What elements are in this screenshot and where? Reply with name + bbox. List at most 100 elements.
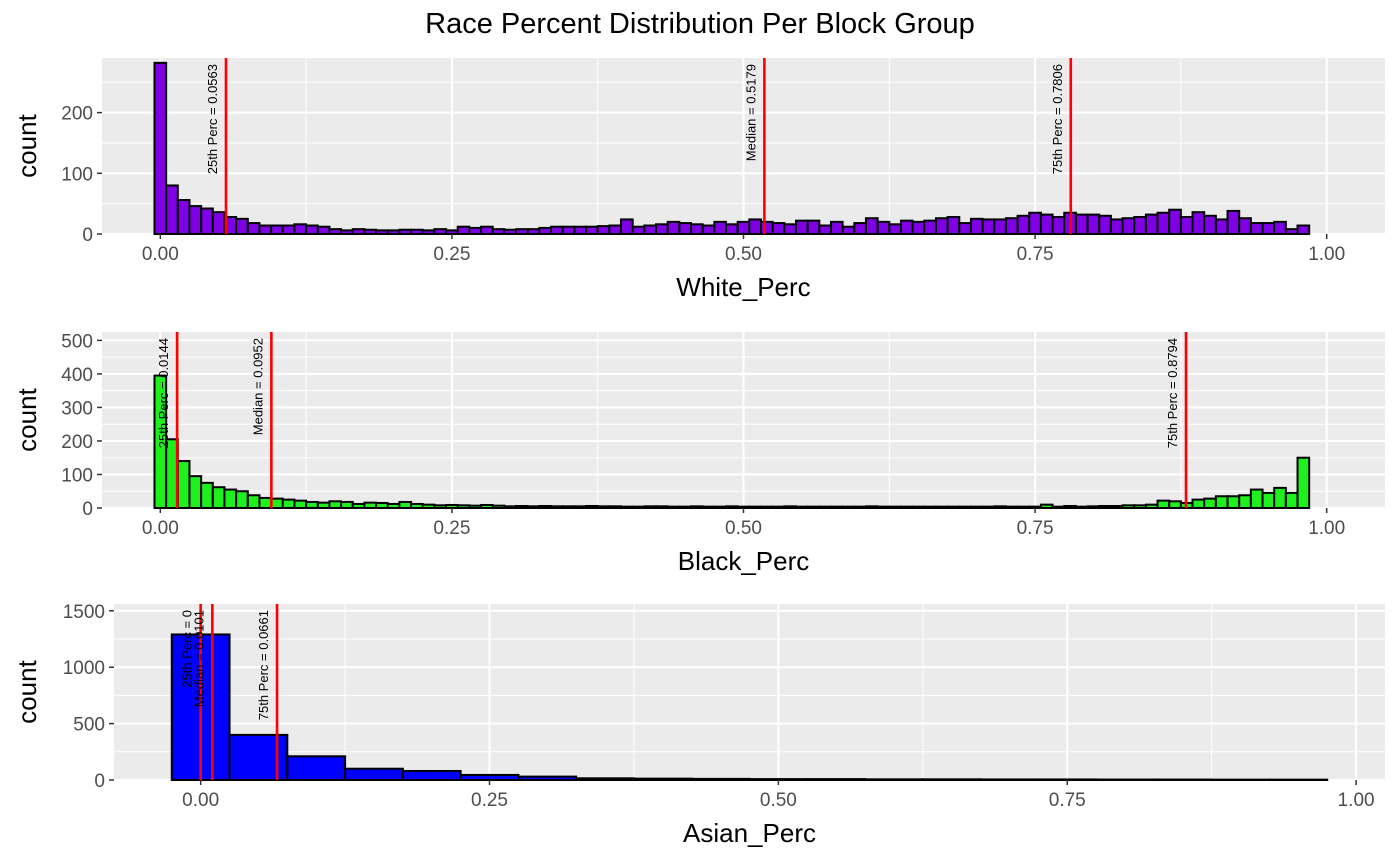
white-histogram-bar [899, 219, 914, 235]
asian-histogram-bar [1037, 778, 1098, 782]
white-x-tick-label: 0.25 [433, 244, 470, 265]
white-histogram-bar [876, 220, 891, 236]
asian-histogram-bar [228, 733, 289, 781]
white-histogram-bar [503, 228, 518, 235]
white-histogram-bar [993, 218, 1007, 235]
white-histogram-bar [270, 224, 284, 235]
white-histogram-bar [923, 219, 937, 235]
black-histogram-bar [678, 505, 693, 510]
white-histogram-bar [1284, 228, 1299, 235]
white-histogram-bar [853, 222, 867, 236]
black-histogram-bar [794, 505, 809, 510]
white-histogram-bar [643, 224, 658, 235]
asian-histogram-bar [979, 778, 1040, 782]
black-histogram-bar [1086, 505, 1101, 510]
white-histogram-bar [1074, 213, 1089, 236]
asian-histogram-bar [517, 775, 578, 781]
black-histogram-bar [526, 505, 541, 510]
white-histogram-bar [1109, 218, 1124, 235]
white-histogram-bar [456, 225, 471, 235]
black-histogram-bar [1109, 504, 1124, 510]
asian-histogram-bar [344, 767, 404, 782]
black-histogram-bar [1249, 488, 1264, 509]
asian-percentile-label: 75th Perc = 0.0661 [256, 610, 271, 720]
white-histogram-bar [211, 211, 226, 235]
white-histogram-bar [748, 218, 762, 235]
black-histogram-bar [1074, 505, 1089, 510]
white-histogram-bar [1121, 217, 1136, 235]
white-histogram-bar [1179, 216, 1194, 235]
white-histogram-bar [678, 222, 693, 236]
black-histogram-bar [270, 497, 284, 510]
white-histogram-bar [176, 199, 191, 235]
white-histogram-bar [1144, 213, 1159, 236]
white-histogram-bar [573, 225, 588, 235]
black-histogram-bar [1144, 503, 1159, 509]
white-histogram-bar [771, 222, 786, 236]
white-histogram-bar [410, 228, 424, 235]
black-x-tick-label: 1.00 [1308, 518, 1345, 539]
black-histogram-bar [188, 475, 203, 509]
black-histogram-bar [340, 500, 354, 510]
white-histogram-bar [806, 219, 821, 235]
asian-x-tick-label: 0.00 [182, 790, 219, 811]
panels: 25th Perc = 0.0563 Median = 0.5179 75th Pe… [12, 58, 1385, 848]
white-histogram-bar [690, 223, 704, 236]
black-histogram-bar [806, 505, 821, 510]
black-histogram-bar [818, 505, 832, 510]
white-histogram-bar [783, 223, 797, 236]
white-histogram-bar [1296, 224, 1311, 235]
black-y-tick-label: 0 [82, 499, 93, 520]
white-y-tick-label: 0 [82, 225, 93, 246]
black-x-tick-label: 0.50 [725, 518, 762, 539]
black-histogram-bar [468, 504, 483, 509]
black-y-tick-label: 300 [61, 398, 93, 419]
white-histogram-bar [829, 220, 844, 236]
white-y-tick-label: 200 [61, 104, 93, 125]
black-percentile-label: 25th Perc = 0.0144 [156, 338, 171, 448]
black-histogram-bar [1121, 504, 1136, 509]
black-histogram-bar [1156, 499, 1171, 509]
black-histogram-bar [608, 505, 623, 510]
black-y-tick-label: 100 [61, 465, 93, 486]
asian-x-tick-label: 0.75 [1049, 790, 1086, 811]
black-histogram-bar [386, 502, 401, 509]
black-histogram-bar [981, 505, 996, 510]
asian-histogram-bar [921, 778, 982, 781]
black-y-tick-label: 200 [61, 432, 93, 453]
white-histogram-bar [1051, 216, 1066, 235]
black-x-tick-label: 0.25 [433, 518, 470, 539]
black-histogram-bar [690, 505, 704, 510]
white-y-tick-label: 100 [61, 164, 93, 185]
black-histogram-bar [200, 481, 214, 510]
black-histogram-bar [223, 488, 238, 509]
black-histogram-bar [759, 505, 774, 510]
white-histogram-bar [538, 226, 553, 235]
white-x-tick-label: 0.50 [725, 244, 762, 265]
white-histogram-bar [1016, 214, 1031, 236]
black-histogram-bar [829, 505, 844, 510]
black-histogram-bar [410, 502, 424, 509]
white-x-tick-label: 1.00 [1308, 244, 1345, 265]
asian-y-tick-label: 0 [94, 771, 105, 792]
black-histogram-bar [398, 500, 413, 510]
black-histogram-bar [1039, 503, 1054, 509]
black-histogram-bar [538, 504, 553, 510]
white-histogram-bar [433, 228, 448, 235]
white-histogram-bar [491, 228, 506, 235]
asian-percentile-label: 25th Perc = 0 [180, 610, 195, 688]
white-histogram-bar [946, 216, 961, 235]
black-histogram-bar [1203, 497, 1217, 510]
black-histogram-bar [934, 505, 949, 510]
white-histogram-bar [363, 228, 378, 235]
black-histogram-bar [969, 505, 984, 510]
black-histogram-bar [1016, 505, 1031, 510]
black-histogram-bar [1238, 494, 1252, 510]
white-histogram-bar [293, 223, 308, 236]
white-histogram-bar [596, 225, 611, 236]
black-histogram-bar [176, 460, 191, 510]
black-histogram-bar [631, 505, 646, 510]
white-histogram-bar [561, 225, 576, 235]
black-histogram-bar [958, 505, 972, 510]
